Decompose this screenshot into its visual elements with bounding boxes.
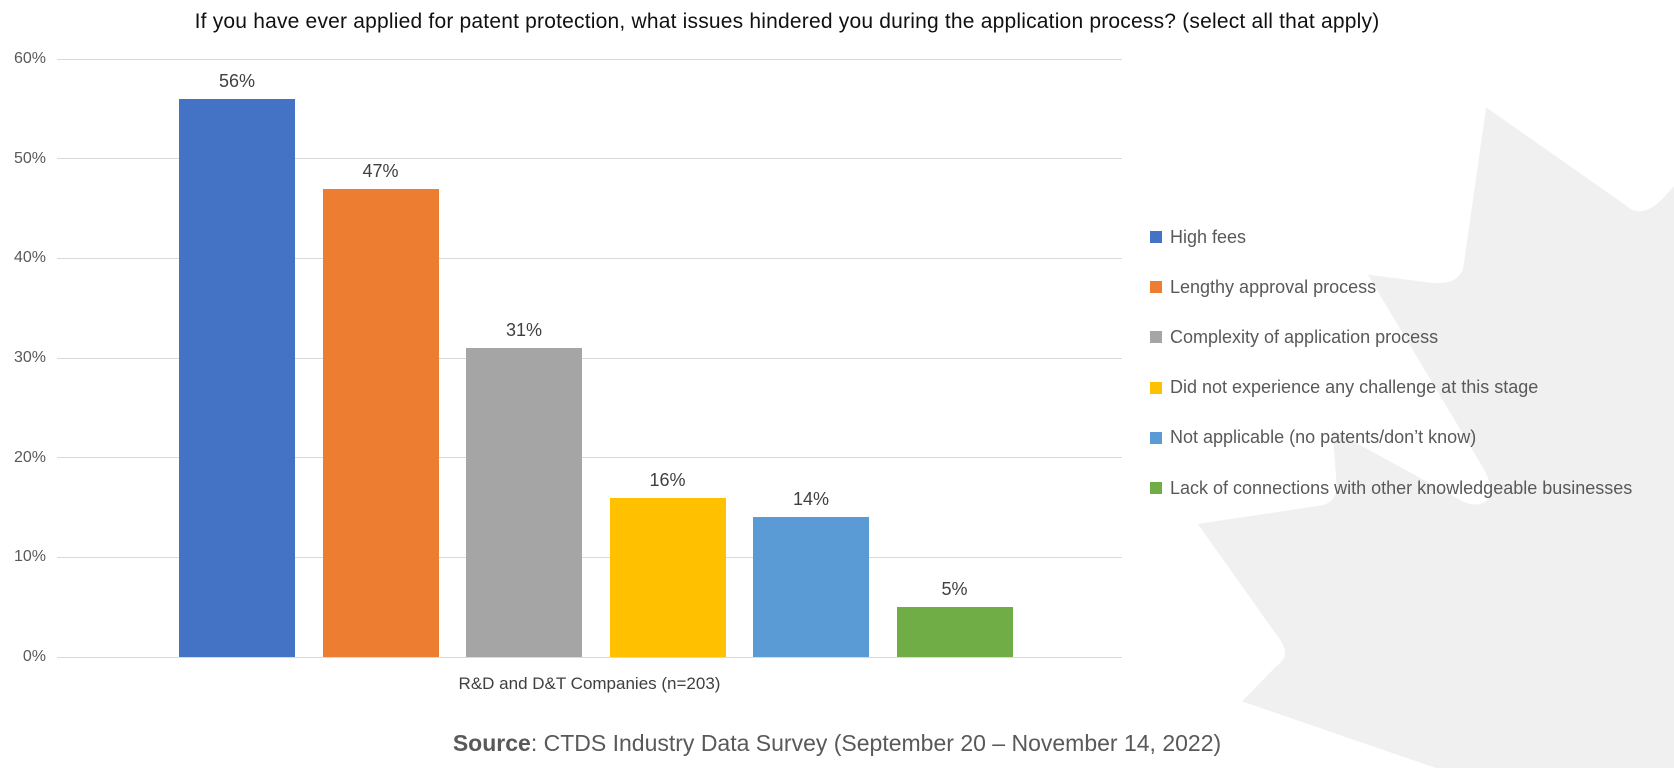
bar-value-label-3: 16% — [649, 469, 686, 490]
legend-item-4: Not applicable (no patents/don’t know) — [1150, 424, 1476, 452]
legend-swatch-icon — [1150, 331, 1162, 344]
y-axis-tick-40%: 40% — [13, 249, 46, 267]
y-axis-tick-60%: 60% — [13, 50, 46, 67]
legend-item-label: Lack of connections with other knowledge… — [1170, 477, 1633, 498]
source-caption: Source: CTDS Industry Data Survey (Septe… — [0, 730, 1674, 757]
legend-item-0: High fees — [1150, 223, 1246, 251]
legend-item-label: Complexity of application process — [1170, 326, 1439, 347]
bar-value-label-2: 31% — [505, 320, 543, 341]
legend-item-5: Lack of connections with other knowledge… — [1150, 474, 1632, 502]
maple-leaf-watermark-icon — [1197, 107, 1674, 768]
bar-4 — [753, 517, 869, 657]
bar-0 — [179, 98, 295, 657]
y-axis-tick-50%: 50% — [13, 149, 46, 167]
legend-item-label: Not applicable (no patents/don’t know) — [1170, 427, 1477, 448]
gridline-20% — [57, 457, 1122, 459]
legend-swatch-icon — [1150, 381, 1162, 394]
legend-swatch-icon — [1150, 431, 1162, 444]
bar-3 — [609, 497, 726, 657]
legend-swatch-icon — [1150, 231, 1162, 243]
bar-value-label-0: 56% — [218, 70, 256, 91]
bar-value-label-1: 47% — [362, 160, 399, 181]
legend-item-3: Did not experience any challenge at this… — [1150, 374, 1538, 402]
source-caption-label: Source — [452, 730, 531, 756]
gridline-10% — [57, 556, 1122, 558]
bar-1 — [322, 188, 439, 657]
gridline-60% — [57, 58, 1122, 60]
y-axis-tick-0%: 0% — [22, 648, 46, 665]
legend-swatch-icon — [1150, 482, 1162, 494]
legend-item-2: Complexity of application process — [1150, 323, 1438, 351]
bar-value-label-5: 5% — [941, 579, 968, 600]
bar-5 — [896, 607, 1013, 657]
chart-title: If you have ever applied for patent prot… — [194, 10, 1380, 33]
legend-item-1: Lengthy approval process — [1150, 273, 1376, 301]
legend-item-label: Did not experience any challenge at this… — [1170, 377, 1539, 398]
bar-value-label-4: 14% — [792, 489, 830, 510]
y-axis-tick-20%: 20% — [13, 448, 46, 466]
bar-2 — [466, 348, 582, 657]
source-caption-text: : CTDS Industry Data Survey (September 2… — [530, 730, 1222, 756]
y-axis-tick-10%: 10% — [13, 548, 46, 566]
gridline-50% — [57, 158, 1122, 160]
legend-item-label: Lengthy approval process — [1170, 276, 1377, 297]
gridline-30% — [57, 357, 1122, 359]
gridline-40% — [57, 257, 1122, 259]
legend-item-label: High fees — [1170, 226, 1247, 247]
legend-swatch-icon — [1150, 281, 1162, 294]
y-axis-tick-30%: 30% — [13, 349, 46, 366]
gridline-0% — [57, 656, 1122, 658]
x-axis-category-label: R&D and D&T Companies (n=203) — [458, 674, 721, 693]
